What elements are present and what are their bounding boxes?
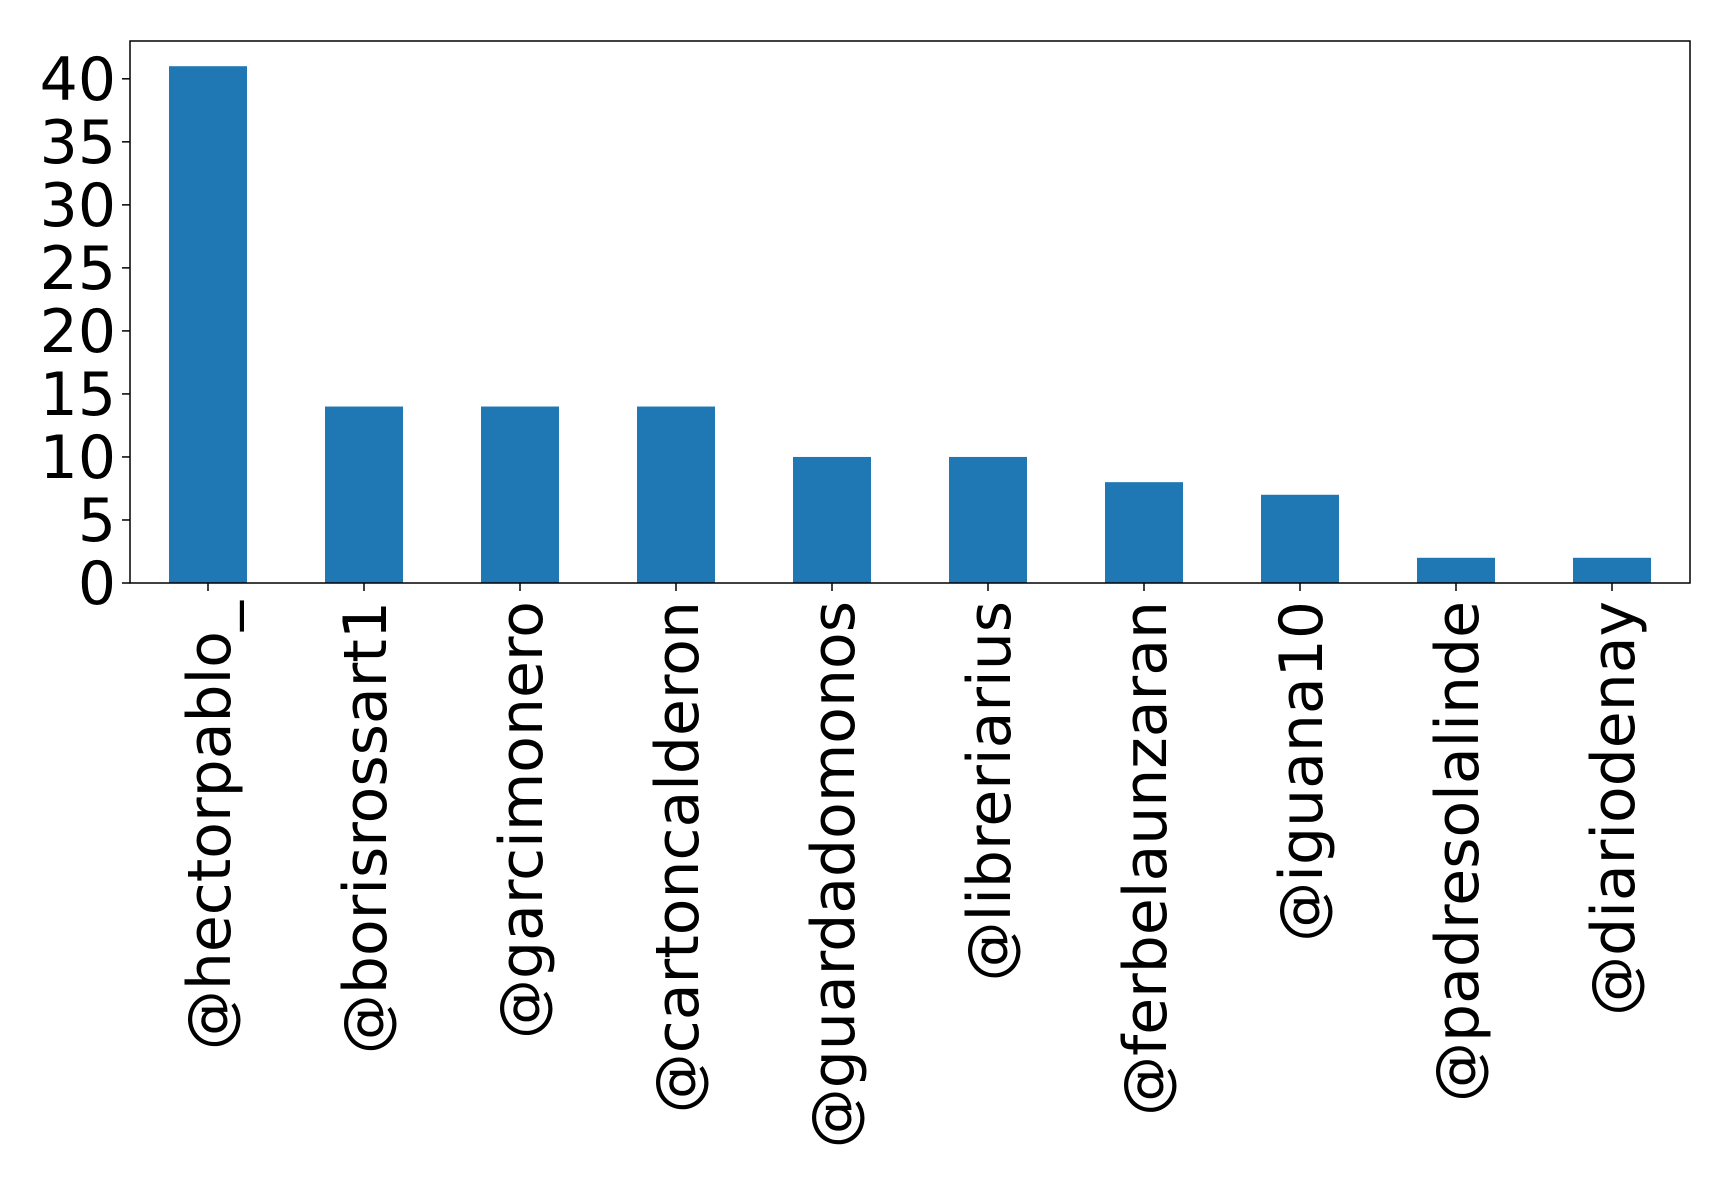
- x-tick-label: @libreriarius: [955, 601, 1025, 981]
- bar-libreriarius: [949, 456, 1027, 583]
- x-tick-label: @borisrossart1: [331, 601, 401, 1054]
- bar-hectorpablo: [169, 66, 247, 584]
- y-tick-label: 5: [78, 486, 116, 556]
- bar-borisrossart1: [325, 406, 403, 583]
- y-tick-label: 30: [40, 171, 116, 241]
- bar-guardadomonos: [793, 456, 871, 583]
- y-tick-label: 40: [40, 45, 116, 115]
- y-tick-label: 20: [40, 297, 116, 367]
- y-tick-label: 15: [40, 360, 116, 430]
- y-tick-label: 35: [40, 108, 116, 178]
- x-tick-label: @padresolalinde: [1423, 601, 1493, 1102]
- bar-iguana10: [1261, 494, 1339, 583]
- x-tick-label: @ferbelaunzaran: [1111, 601, 1181, 1116]
- x-tick-label: @diariodenay: [1579, 601, 1649, 1016]
- bar-diariodenay: [1573, 557, 1651, 583]
- x-tick-label: @iguana10: [1267, 601, 1337, 942]
- bar-cartoncalderon: [637, 406, 715, 583]
- x-tick-label: @hectorpablo_: [175, 600, 245, 1050]
- x-axis: @hectorpablo_ @borisrossart1 @garcimonero @…: [175, 583, 1649, 1148]
- x-tick-label: @garcimonero: [487, 601, 557, 1039]
- bar-garcimonero: [481, 406, 559, 583]
- bar-ferbelaunzaran: [1105, 482, 1183, 583]
- y-tick-label: 10: [40, 423, 116, 493]
- bars-layer: [169, 66, 1651, 584]
- y-tick-label: 25: [40, 234, 116, 304]
- x-tick-label: @cartoncalderon: [643, 601, 713, 1113]
- plot-frame: [129, 40, 1691, 584]
- x-tick-label: @guardadomonos: [799, 601, 869, 1148]
- y-tick-label: 0: [78, 549, 116, 619]
- bar-padresolalinde: [1417, 557, 1495, 583]
